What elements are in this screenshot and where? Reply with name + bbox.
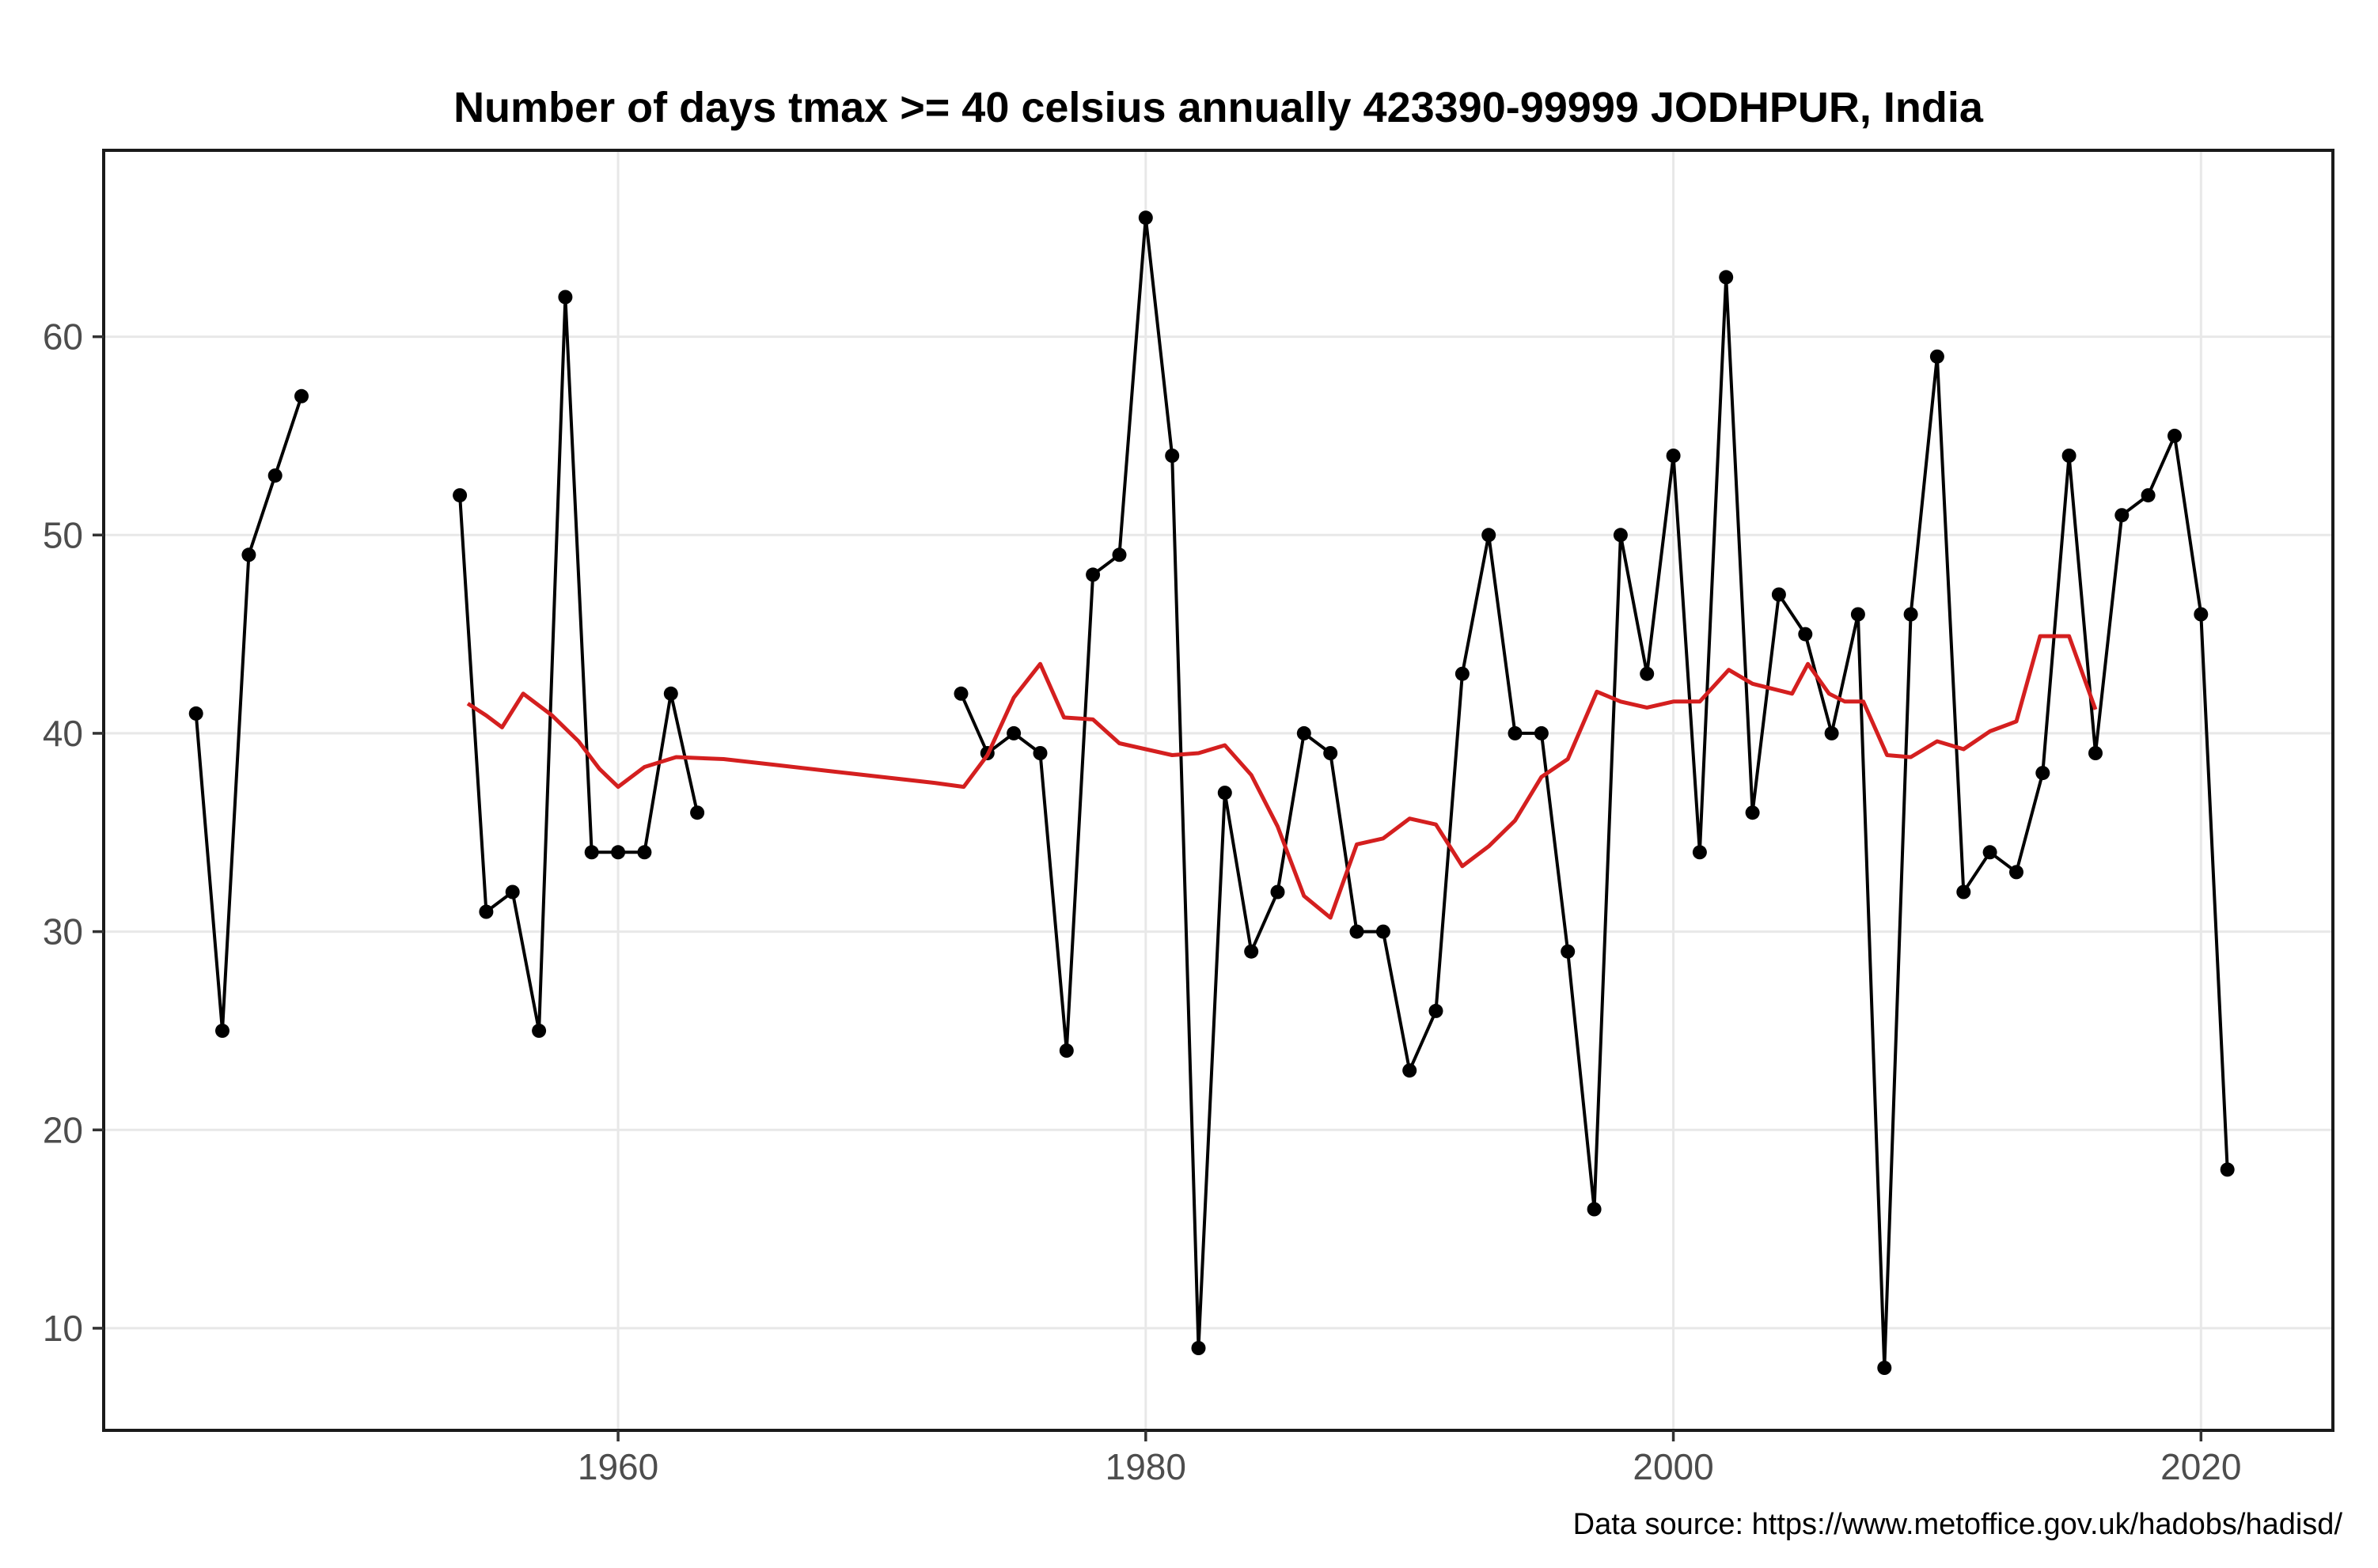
- data-point: [1956, 884, 1971, 900]
- data-point: [1112, 547, 1127, 562]
- data-point: [1824, 725, 1839, 740]
- y-axis: 10 20 30 40 50 60: [43, 316, 104, 1349]
- data-point: [637, 845, 652, 860]
- data-point: [215, 1023, 229, 1038]
- data-point: [1481, 528, 1496, 543]
- data-point: [1850, 607, 1865, 622]
- data-point: [2141, 488, 2156, 503]
- data-point: [1534, 725, 1549, 740]
- data-point: [294, 388, 309, 403]
- data-point: [1138, 210, 1153, 225]
- x-tick-label: 1960: [578, 1446, 658, 1487]
- data-point: [1375, 924, 1390, 939]
- y-tick-label: 10: [43, 1308, 83, 1349]
- series-layer: [188, 210, 2235, 1375]
- data-point: [1771, 587, 1786, 602]
- data-point: [2061, 449, 2076, 463]
- data-point: [532, 1023, 547, 1038]
- data-point: [1640, 666, 1655, 681]
- data-point: [1323, 746, 1338, 760]
- data-point: [1402, 1063, 1417, 1078]
- data-point: [1877, 1361, 1892, 1375]
- data-point: [1587, 1202, 1602, 1217]
- data-point: [1719, 270, 1734, 285]
- days-tmax-ge-40-annual-line: [458, 295, 700, 1032]
- x-tick-label: 2020: [2160, 1446, 2241, 1487]
- data-source-caption: Data source: https://www.metoffice.gov.u…: [1572, 1508, 2342, 1541]
- data-point: [188, 706, 203, 721]
- y-tick-label: 60: [43, 316, 83, 358]
- data-point: [558, 290, 573, 305]
- data-point: [241, 547, 256, 562]
- data-point: [611, 845, 626, 860]
- y-tick-label: 20: [43, 1109, 83, 1150]
- data-point: [584, 845, 599, 860]
- data-point: [1666, 449, 1681, 463]
- data-point: [663, 686, 678, 701]
- data-point: [1007, 725, 1022, 740]
- data-point: [1191, 1341, 1206, 1355]
- y-tick-label: 30: [43, 911, 83, 953]
- data-point: [1086, 567, 1101, 582]
- data-point: [479, 904, 494, 919]
- data-point: [453, 488, 468, 503]
- data-point: [2009, 865, 2023, 880]
- data-point: [1903, 607, 1918, 622]
- data-point: [1033, 746, 1048, 760]
- data-point: [1798, 627, 1813, 642]
- x-tick-label: 1980: [1106, 1446, 1186, 1487]
- data-point: [1165, 449, 1180, 463]
- x-tick-label: 2000: [1633, 1446, 1713, 1487]
- y-tick-label: 50: [43, 514, 83, 555]
- data-point: [267, 468, 283, 483]
- data-point: [2220, 1162, 2235, 1177]
- data-point: [2114, 508, 2130, 523]
- data-point: [2035, 766, 2050, 781]
- data-point: [1296, 725, 1311, 740]
- data-point: [1349, 924, 1364, 939]
- data-point: [1561, 944, 1576, 959]
- data-point: [2168, 428, 2182, 443]
- data-point: [1745, 805, 1760, 820]
- data-point: [1244, 944, 1259, 959]
- y-tick-label: 40: [43, 713, 83, 754]
- data-point: [2088, 746, 2103, 760]
- data-point: [1982, 845, 1997, 860]
- data-point: [1508, 725, 1523, 740]
- data-point: [1454, 666, 1470, 681]
- data-point: [1428, 1003, 1443, 1018]
- data-point: [690, 805, 705, 820]
- data-point: [1217, 786, 1232, 801]
- data-point: [1059, 1043, 1074, 1058]
- chart-title: Number of days tmax >= 40 celsius annual…: [453, 84, 1983, 131]
- data-point: [1270, 884, 1285, 900]
- x-axis: 1960 1980 2000 2020: [578, 1430, 2241, 1487]
- data-point: [1692, 845, 1707, 860]
- panel-border: [102, 149, 2334, 1432]
- data-point: [1929, 349, 1944, 364]
- smoothed-trend-line: [466, 634, 2098, 920]
- data-point: [2194, 607, 2209, 622]
- data-point: [505, 884, 520, 900]
- data-point: [1613, 528, 1628, 543]
- data-point: [954, 686, 969, 701]
